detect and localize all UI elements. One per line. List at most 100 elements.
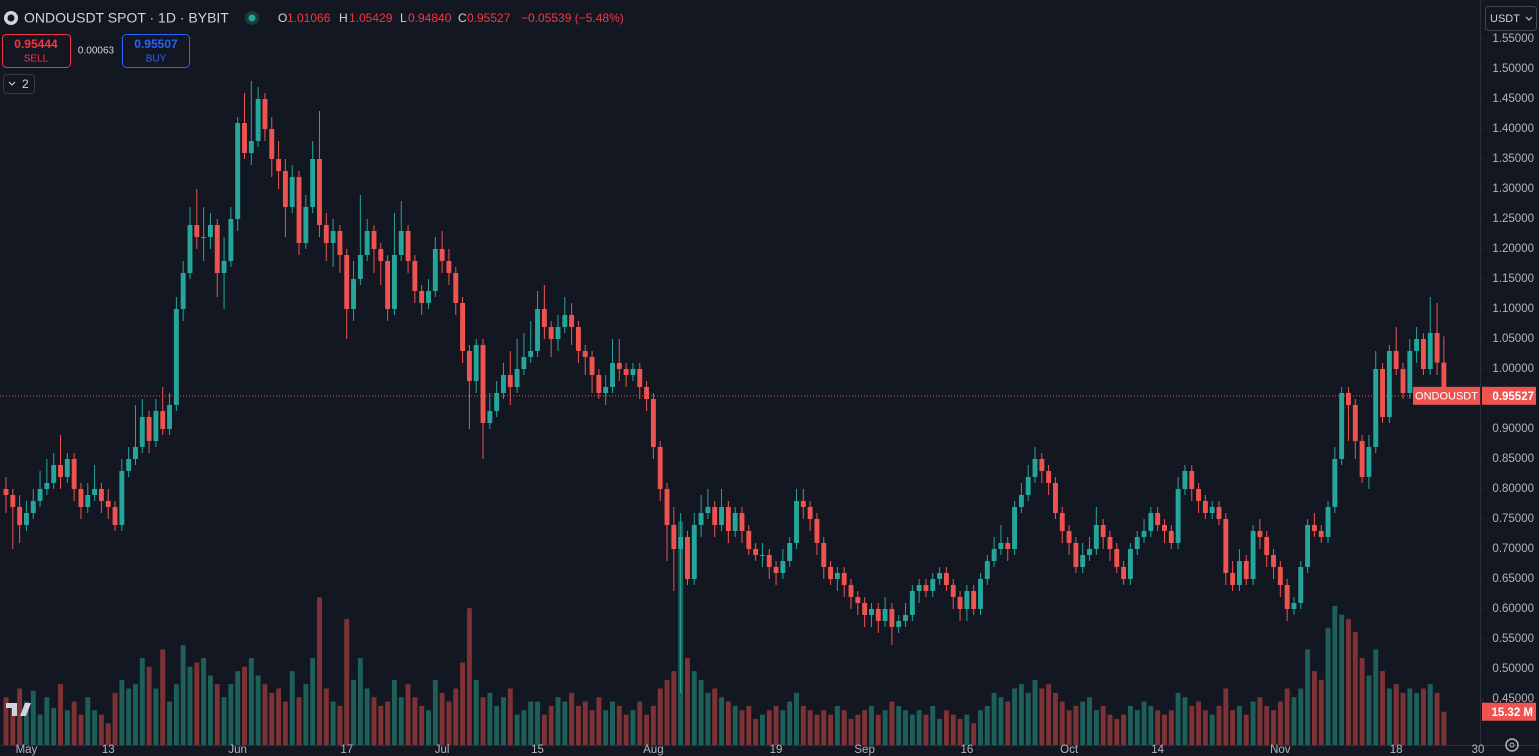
candle-body: [664, 488, 670, 525]
volume-bar: [23, 701, 29, 745]
volume-bar: [732, 705, 738, 745]
volume-bar: [317, 597, 322, 745]
volume-bar: [221, 697, 227, 745]
candle-body: [487, 410, 493, 423]
volume-bar: [514, 714, 520, 745]
candle-body: [1093, 524, 1099, 549]
candle-body: [1005, 542, 1011, 549]
volume-bar: [950, 714, 956, 745]
volume-bar: [487, 692, 493, 745]
volume-bar: [1346, 619, 1351, 745]
candle-body: [1230, 572, 1236, 585]
chevron-icon: [1525, 16, 1533, 21]
candle-body: [991, 548, 997, 561]
candle-body: [303, 206, 309, 243]
candle-body: [105, 500, 111, 507]
settings-icon[interactable]: [1505, 738, 1519, 752]
candle-body: [1189, 470, 1195, 489]
volume-bar: [882, 710, 888, 745]
volume-bar: [1386, 688, 1392, 745]
volume-bar: [623, 714, 629, 745]
volume-bar: [1107, 714, 1113, 745]
candle-body: [248, 140, 254, 153]
candle-body: [541, 308, 547, 327]
volume-bar: [1434, 692, 1440, 745]
volume-bar: [719, 697, 724, 745]
x-tick-label: Oct: [1060, 744, 1079, 756]
volume-bar: [1257, 697, 1263, 745]
volume-bar: [426, 710, 431, 745]
y-tick-label: 1.20000: [1492, 243, 1534, 255]
candle-body: [1155, 512, 1161, 525]
candle-body: [1168, 530, 1174, 543]
volume-bar: [357, 658, 363, 745]
volume-bar: [637, 701, 643, 745]
candle-body: [596, 374, 602, 393]
volume-bar: [330, 701, 336, 745]
symbol-logo-inner: [7, 14, 15, 22]
x-tick-label: 30: [1472, 744, 1485, 756]
candle-body: [562, 314, 568, 327]
volume-bar: [1400, 692, 1406, 745]
candle-body: [698, 512, 704, 525]
sell-button[interactable]: [2, 34, 71, 68]
candle-body: [657, 446, 663, 489]
y-tick-label: 0.85000: [1492, 453, 1534, 465]
candle-body: [909, 590, 915, 615]
candle-body: [998, 542, 1004, 549]
currency-select[interactable]: [1485, 6, 1537, 31]
candle-body: [725, 506, 731, 531]
candle-body: [317, 158, 322, 225]
candle-body: [1236, 560, 1242, 585]
volume-bar: [569, 692, 575, 745]
volume-bar: [1277, 701, 1283, 745]
volume-bar: [282, 701, 288, 745]
indicators-toggle[interactable]: [3, 74, 35, 94]
volume-bar: [548, 705, 554, 745]
volume-bar: [1196, 701, 1202, 745]
candle-body: [78, 488, 84, 507]
volume-bar: [821, 710, 827, 745]
candle-body: [507, 374, 513, 387]
volume-bar: [351, 679, 356, 745]
volume-bar: [1066, 710, 1072, 745]
volume-bar: [296, 697, 302, 745]
volume-bar: [705, 692, 711, 745]
candle-body: [923, 584, 929, 591]
candle-body: [1182, 470, 1188, 489]
candle-body: [1271, 554, 1276, 567]
candle-body: [678, 536, 684, 549]
volume-bar: [896, 705, 902, 745]
y-tick-label: 0.50000: [1492, 663, 1534, 675]
volume-bar: [937, 718, 943, 745]
y-tick-label: 0.90000: [1492, 423, 1534, 435]
candle-body: [262, 98, 268, 129]
volume-bar: [1264, 705, 1270, 745]
buy-button[interactable]: [122, 34, 190, 68]
volume-bar: [1039, 688, 1045, 745]
candle-body: [269, 128, 275, 159]
volume-bar: [541, 714, 547, 745]
volume-bar: [1305, 649, 1311, 745]
candle-body: [255, 98, 261, 141]
x-tick-label: 18: [1390, 744, 1403, 756]
candle-body: [173, 308, 179, 405]
volume-bar: [780, 710, 786, 745]
volume-bar: [1168, 710, 1174, 745]
candle-body: [98, 488, 104, 501]
tv-logo[interactable]: [6, 703, 31, 716]
last-price-box: [1482, 386, 1536, 405]
candle-body: [453, 272, 459, 303]
volume-bar: [807, 710, 813, 745]
candle-body: [759, 554, 765, 556]
volume-bar: [37, 714, 43, 745]
symbol-label: ONDOUSDT: [1415, 391, 1478, 403]
candle-body: [58, 464, 63, 477]
volume-bar: [371, 697, 377, 745]
candle-body: [916, 584, 922, 591]
candle-body: [869, 608, 874, 615]
candle-body: [1223, 518, 1229, 573]
volume-bar: [1236, 705, 1242, 745]
volume-bar: [173, 684, 179, 745]
candle-body: [119, 470, 125, 525]
